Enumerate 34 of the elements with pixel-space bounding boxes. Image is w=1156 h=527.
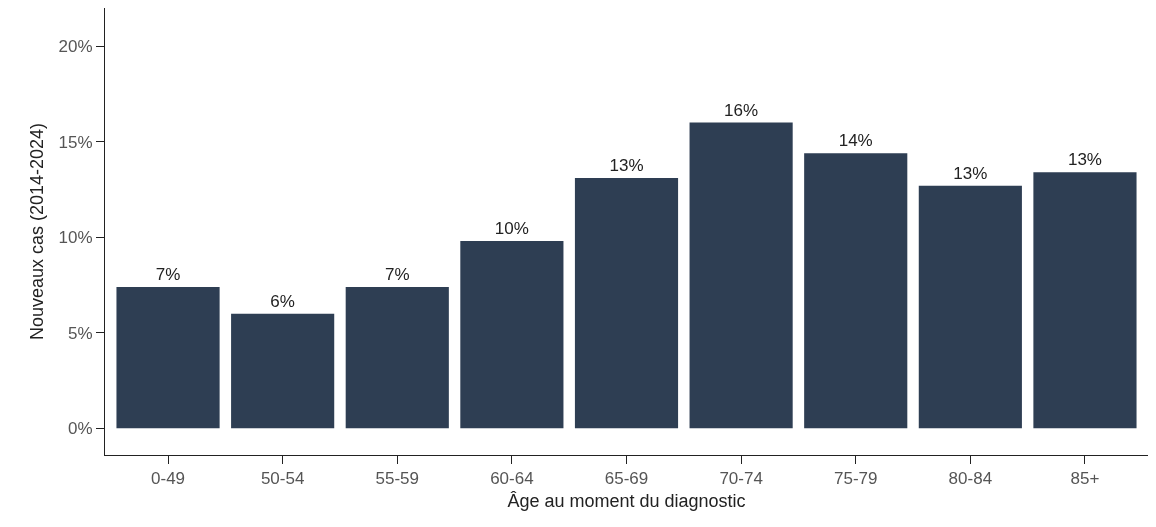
data-label: 13% — [953, 163, 988, 183]
x-tick-label: 50-54 — [260, 469, 305, 489]
bar — [918, 185, 1022, 429]
x-tick-label: 85+ — [1070, 469, 1100, 489]
data-label: 7% — [384, 264, 410, 284]
x-tick-label: 55-59 — [375, 469, 420, 489]
bar — [574, 178, 679, 429]
bar — [1033, 172, 1137, 429]
x-tick-label: 60-64 — [490, 469, 534, 489]
data-label: 6% — [270, 291, 295, 311]
data-label: 10% — [494, 219, 529, 239]
data-label: 7% — [155, 264, 181, 284]
x-axis-title: Âge au moment du diagnostic — [507, 490, 746, 511]
data-label: 13% — [609, 156, 644, 176]
x-tick-label: 80-84 — [948, 469, 993, 489]
bar — [231, 313, 335, 429]
y-tick-label: 0% — [68, 419, 93, 439]
bar — [460, 241, 564, 429]
y-tick-label: 15% — [58, 132, 93, 152]
x-tick-label: 70-74 — [719, 469, 763, 489]
x-tick-label: 75-79 — [833, 469, 878, 489]
y-tick-label: 5% — [68, 323, 93, 343]
x-tick-label: 65-69 — [604, 469, 649, 489]
data-label: 14% — [838, 131, 873, 151]
y-tick-label: 20% — [58, 37, 93, 57]
y-tick-label: 10% — [58, 228, 93, 248]
data-label: 16% — [724, 100, 759, 120]
bar — [804, 153, 908, 429]
bar — [116, 286, 220, 429]
bar — [345, 286, 449, 429]
x-tick-label: 0-49 — [151, 469, 186, 489]
y-axis-title: Nouveaux cas (2014-2024) — [26, 122, 47, 341]
data-label: 13% — [1067, 150, 1102, 170]
bar — [689, 122, 793, 429]
